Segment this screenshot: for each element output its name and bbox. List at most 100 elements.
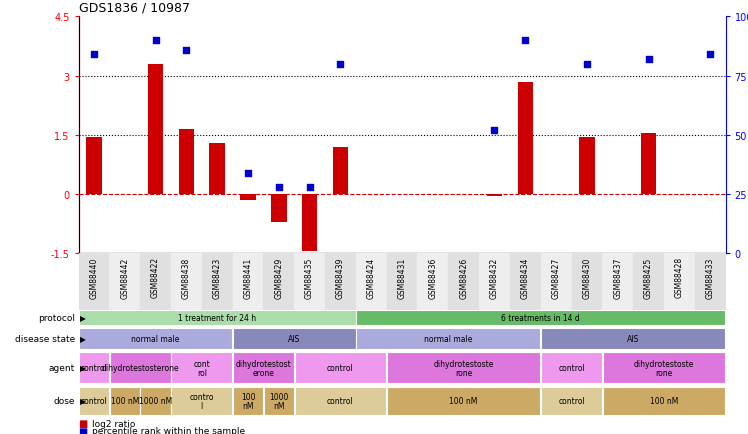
Text: normal male: normal male [424,335,473,343]
Bar [633,254,664,310]
Text: 100 nM: 100 nM [650,397,678,405]
Text: AIS: AIS [627,335,640,343]
Bar [664,254,695,310]
Text: GSM88440: GSM88440 [90,256,99,298]
Bar [541,352,602,384]
Bar [579,138,595,195]
Point [304,184,316,191]
Bar [387,352,540,384]
Bar [325,254,356,310]
Bar [295,388,386,414]
Bar [240,195,256,201]
Bar [271,195,286,222]
Text: 1 treatment for 24 h: 1 treatment for 24 h [178,314,257,322]
Text: ▶: ▶ [80,314,86,322]
Text: GSM88435: GSM88435 [305,256,314,298]
Text: control: control [81,397,107,405]
Text: GSM88434: GSM88434 [521,256,530,298]
Text: 100
nM: 100 nM [241,392,255,410]
Text: GSM88422: GSM88422 [151,256,160,298]
Text: GSM88430: GSM88430 [583,256,592,298]
Bar [79,388,109,414]
Text: GDS1836 / 10987: GDS1836 / 10987 [79,2,189,15]
Text: 1000 nM: 1000 nM [139,397,172,405]
Bar [641,134,656,195]
Bar [417,254,448,310]
Text: ▶: ▶ [80,335,86,343]
Point [242,170,254,177]
Text: GSM88424: GSM88424 [367,256,375,298]
Text: agent: agent [49,364,75,372]
Point [180,47,192,54]
Bar [209,144,225,195]
Text: ▶: ▶ [80,397,86,405]
Bar [233,254,263,310]
Bar [356,311,726,326]
Bar [79,311,355,326]
Point [581,61,593,68]
Bar [510,254,541,310]
Bar [695,254,726,310]
Bar [479,254,510,310]
Text: control: control [327,397,354,405]
Text: dihydrotestosterone: dihydrotestosterone [101,364,179,372]
Text: GSM88426: GSM88426 [459,256,468,298]
Bar [487,195,502,197]
Bar [79,352,109,384]
Text: ■: ■ [79,418,88,428]
Text: control: control [558,364,585,372]
Text: dihydrotestoste
rone: dihydrotestoste rone [634,359,694,377]
Text: GSM88438: GSM88438 [182,256,191,298]
Bar [233,352,294,384]
Bar [541,388,602,414]
Point [488,128,500,135]
Text: GSM88425: GSM88425 [644,256,653,298]
Text: control: control [558,397,585,405]
Bar [171,352,233,384]
Bar [171,388,233,414]
Bar [333,148,348,195]
Text: GSM88432: GSM88432 [490,256,499,298]
Text: percentile rank within the sample: percentile rank within the sample [92,426,245,434]
Text: 100 nM: 100 nM [111,397,139,405]
Text: dihydrotestoste
rone: dihydrotestoste rone [434,359,494,377]
Bar [294,254,325,310]
Text: GSM88441: GSM88441 [244,256,253,298]
Bar [387,388,540,414]
Text: 100 nM: 100 nM [450,397,478,405]
Bar [110,352,171,384]
Text: dihydrotestost
erone: dihydrotestost erone [236,359,291,377]
Bar [356,254,387,310]
Bar [602,254,633,310]
Bar [448,254,479,310]
Point [704,52,716,59]
Bar [263,254,294,310]
Bar [603,388,726,414]
Text: control: control [81,364,107,372]
Point [88,52,100,59]
Text: cont
rol: cont rol [194,359,210,377]
Bar [233,388,263,414]
Text: GSM88431: GSM88431 [397,256,407,298]
Text: normal male: normal male [132,335,180,343]
Bar [79,329,233,349]
Point [150,38,162,45]
Point [519,38,531,45]
Bar [518,82,533,195]
Bar [233,329,355,349]
Text: GSM88433: GSM88433 [705,256,714,298]
Text: GSM88439: GSM88439 [336,256,345,298]
Point [273,184,285,191]
Text: GSM88427: GSM88427 [551,256,560,298]
Bar [140,254,171,310]
Text: disease state: disease state [14,335,75,343]
Bar [109,254,140,310]
Text: 6 treatments in 14 d: 6 treatments in 14 d [501,314,580,322]
Bar [603,352,726,384]
Text: 1000
nM: 1000 nM [269,392,289,410]
Bar [387,254,417,310]
Point [643,56,654,63]
Bar [86,138,102,195]
Bar [179,130,194,195]
Text: AIS: AIS [288,335,301,343]
